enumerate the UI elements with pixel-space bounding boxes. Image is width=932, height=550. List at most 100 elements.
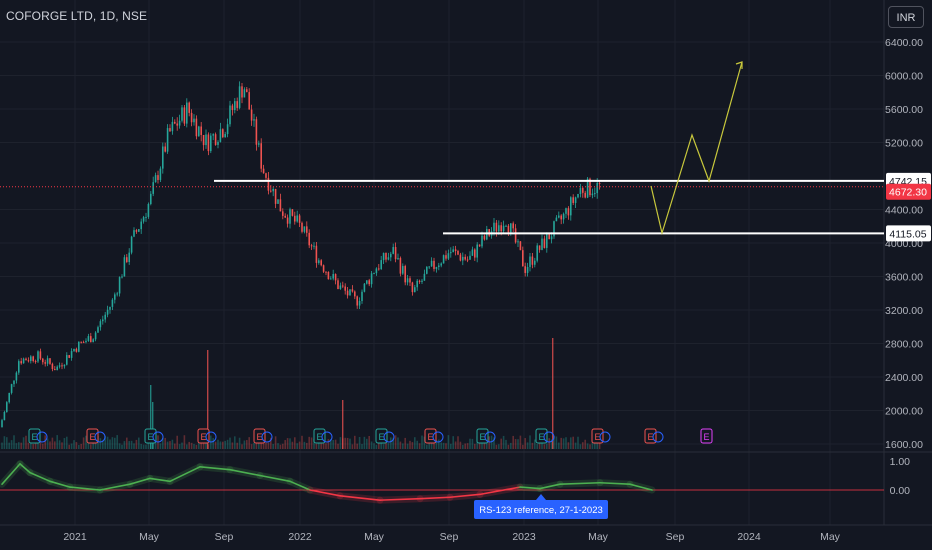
volume-bar [325,443,327,449]
candle-body [476,244,478,258]
candle-body [128,252,130,262]
candle-body [306,226,308,233]
candle-body [382,252,385,261]
horizontal-levels[interactable] [0,179,884,235]
volume-bar [584,439,586,449]
volume-bar [289,438,291,449]
volume-bar [32,444,34,449]
volume-bar [394,435,397,449]
candle-body [260,143,262,169]
earnings-marker[interactable]: E [476,428,496,444]
time-tick-label: May [820,531,841,543]
candle-body [418,280,421,282]
rs-line [479,486,521,496]
candle-body [68,355,70,358]
candle-body [397,258,399,260]
volume-bar [183,435,186,449]
candle-body [409,278,411,283]
dividend-marker [543,431,555,443]
volume-bar [411,442,414,449]
projection-path[interactable] [650,61,743,236]
earnings-marker[interactable]: E [197,428,217,444]
candle-body [99,321,102,328]
volume-bar [392,437,394,449]
earnings-marker[interactable]: E [700,428,713,444]
earnings-marker[interactable]: E [424,428,444,444]
volume-bar [128,441,130,449]
candle-body [421,280,423,282]
price-tick-label: 3200.00 [885,305,923,317]
currency-button[interactable]: INR [888,6,924,28]
earnings-marker[interactable]: E [313,428,333,444]
candle-body [296,215,298,222]
candle-body [166,128,169,152]
time-tick-label: May [364,531,385,543]
candle-body [522,250,524,267]
indicator-tick-label: 0.00 [890,485,911,497]
candle-body [140,221,142,230]
candle-body [529,256,531,267]
earnings-marker[interactable]: E [253,428,273,444]
dividend-marker [599,431,611,443]
price-tick-label: 3600.00 [885,272,923,284]
earnings-marker[interactable]: E [28,428,48,444]
earnings-marker[interactable]: E [144,428,164,444]
volume-bar [147,442,150,449]
volume-bar [34,438,37,449]
volume-bar [308,436,310,449]
volume-bar [310,437,313,449]
candle-body [22,358,25,364]
dividend-marker [205,431,217,443]
volume-bar [565,437,567,449]
earnings-marker[interactable]: E [86,428,106,444]
candle-body [34,361,37,363]
volume-bar [483,440,486,449]
earnings-marker-box [700,428,713,444]
volume-bar [169,441,171,449]
candle-body [378,268,380,270]
volume-bar [404,437,406,449]
volume-bar [368,435,370,449]
earnings-marker-letter: E [316,432,322,442]
candle-body [190,112,193,123]
candle-body [574,197,577,203]
volume-bar [279,444,282,449]
volume-bar [123,441,126,449]
volume-bar [121,444,123,449]
candle-body [270,190,272,192]
volume-spike [150,385,152,449]
candle-body [313,245,315,247]
volume-bar [301,435,303,449]
volume-bar [15,443,18,449]
candle-body [562,213,565,220]
price-tick-label: 2000.00 [885,406,923,418]
earnings-marker[interactable]: E [591,428,611,444]
candle-body [49,358,51,364]
candle-body [546,233,548,248]
volume-bar [426,444,428,449]
volume-bar [39,440,42,449]
volume-bar [438,439,440,449]
earnings-marker-letter: E [147,432,153,442]
earnings-marker[interactable]: E [644,428,664,444]
candle-body [598,182,601,184]
candle-body [373,273,375,275]
candle-body [586,178,589,198]
volume-bar [406,443,409,449]
volume-bar [555,436,558,449]
candle-body [150,193,152,205]
earnings-marker[interactable]: E [375,428,395,444]
volume-bar [44,435,46,449]
volume-bar [452,436,454,449]
volume-bar [596,442,598,449]
candle-body [54,369,56,371]
volume-bar [174,443,176,449]
candle-body [284,215,286,218]
volume-bar [190,442,193,449]
volume-bar [30,438,32,449]
volume-bar [27,442,30,449]
candle-body [229,105,231,125]
earnings-marker[interactable]: E [535,428,555,444]
